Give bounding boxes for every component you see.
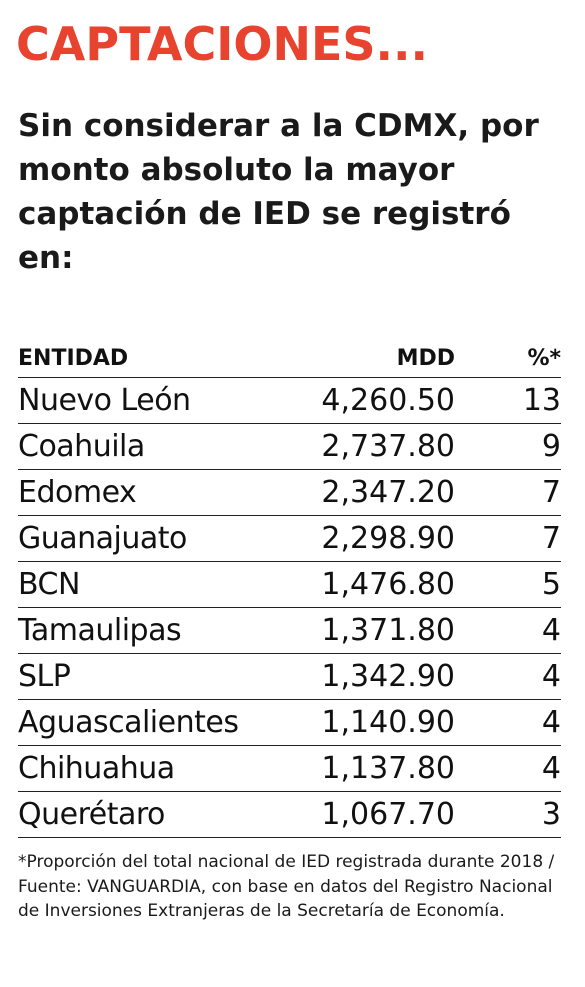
table-row: Nuevo León 4,260.50 13 (18, 378, 561, 424)
cell-entidad: Edomex (18, 475, 137, 510)
header-percent: %* (527, 346, 561, 371)
cell-entidad: SLP (18, 659, 71, 694)
table-row: Querétaro 1,067.70 3 (18, 792, 561, 838)
cell-percent: 9 (541, 429, 561, 464)
cell-percent: 4 (541, 751, 561, 786)
cell-entidad: Tamaulipas (18, 613, 182, 648)
table-header-row: ENTIDAD MDD %* (18, 340, 561, 378)
header-entidad: ENTIDAD (18, 346, 129, 371)
cell-percent: 5 (541, 567, 561, 602)
table-row: Guanajuato 2,298.90 7 (18, 516, 561, 562)
table-body: Nuevo León 4,260.50 13 Coahuila 2,737.80 9 Edo… (18, 378, 561, 838)
headline: CAPTACIONES... (16, 17, 428, 71)
cell-entidad: Guanajuato (18, 521, 187, 556)
cell-mdd: 2,737.80 (321, 429, 455, 464)
cell-mdd: 1,067.70 (321, 797, 455, 832)
cell-percent: 7 (541, 475, 561, 510)
cell-entidad: BCN (18, 567, 80, 602)
cell-percent: 4 (541, 659, 561, 694)
data-table: ENTIDAD MDD %* Nuevo León 4,260.50 13 Coahu… (18, 340, 561, 838)
subheadline: Sin considerar a la CDMX, por monto abso… (18, 108, 539, 276)
cell-entidad: Nuevo León (18, 383, 191, 418)
cell-entidad: Querétaro (18, 797, 165, 832)
cell-percent: 7 (541, 521, 561, 556)
cell-mdd: 4,260.50 (321, 383, 455, 418)
table-row: Edomex 2,347.20 7 (18, 470, 561, 516)
cell-mdd: 1,137.80 (321, 751, 455, 786)
table-row: Chihuahua 1,137.80 4 (18, 746, 561, 792)
cell-percent: 4 (541, 705, 561, 740)
cell-percent: 3 (541, 797, 561, 832)
table-row: Tamaulipas 1,371.80 4 (18, 608, 561, 654)
cell-percent: 4 (541, 613, 561, 648)
cell-entidad: Chihuahua (18, 751, 175, 786)
table-row: SLP 1,342.90 4 (18, 654, 561, 700)
cell-mdd: 2,298.90 (321, 521, 455, 556)
header-mdd: MDD (396, 346, 455, 371)
cell-entidad: Aguascalientes (18, 705, 239, 740)
cell-mdd: 1,140.90 (321, 705, 455, 740)
cell-mdd: 1,371.80 (321, 613, 455, 648)
cell-entidad: Coahuila (18, 429, 145, 464)
cell-mdd: 2,347.20 (321, 475, 455, 510)
cell-percent: 13 (522, 383, 561, 418)
table-row: Aguascalientes 1,140.90 4 (18, 700, 561, 746)
footnote: *Proporción del total nacional de IED re… (18, 852, 555, 921)
table-row: BCN 1,476.80 5 (18, 562, 561, 608)
cell-mdd: 1,342.90 (321, 659, 455, 694)
cell-mdd: 1,476.80 (321, 567, 455, 602)
table-row: Coahuila 2,737.80 9 (18, 424, 561, 470)
